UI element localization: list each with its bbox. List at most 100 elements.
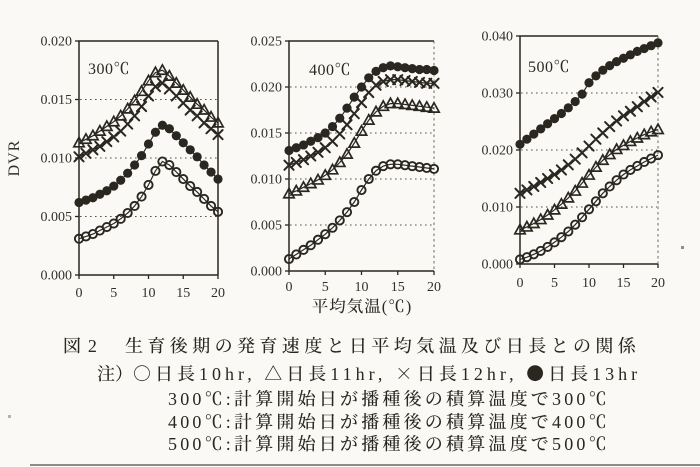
open-triangle-marker [107, 114, 121, 127]
open-triangle-marker [162, 68, 176, 81]
open-triangle-marker [398, 97, 412, 110]
filled-circle-marker [185, 145, 195, 155]
open-circle-marker [385, 159, 396, 170]
cross-marker [611, 115, 623, 127]
open-triangle-marker [427, 101, 441, 114]
note-400: 400℃:計算開始日が播種後の積算温度で400℃ [168, 408, 610, 434]
open-circle-marker [370, 165, 382, 176]
y-tick-label: 0.010 [482, 197, 514, 217]
open-circle-marker [129, 200, 140, 212]
page-rule [30, 464, 700, 466]
cross-marker [212, 129, 224, 141]
y-tick-label: 0.000 [482, 254, 514, 274]
cross-marker [80, 147, 92, 159]
open-triangle-marker [169, 75, 183, 88]
open-circle-marker [312, 234, 324, 245]
filled-circle-marker [591, 71, 601, 81]
panel-title: 500℃ [528, 54, 570, 77]
chart-figure: 0 5 10 15 20 0.000 0.005 0.010 0.015 0.020 300℃ 0 5 1… [1, 26, 666, 318]
filled-circle-marker [414, 64, 425, 75]
open-circle-marker [185, 181, 196, 192]
filled-circle-marker [157, 120, 167, 130]
filled-circle-marker [192, 152, 202, 162]
open-circle-marker [150, 165, 161, 176]
open-triangle-marker [340, 147, 354, 160]
open-triangle-marker [420, 100, 434, 113]
filled-circle-marker [618, 53, 629, 63]
chart-panel-3: 0 5 10 15 20 0.000 0.010 0.020 0.030 0.040 500℃ [482, 26, 666, 293]
panel-title: 400℃ [309, 57, 351, 80]
open-circle-marker [577, 212, 588, 223]
chart-panel-2: 0 5 10 15 20 0.000 0.005 0.010 0.015 0.020 0.025 40… [251, 31, 442, 297]
open-circle-marker [320, 229, 331, 240]
filled-circle-marker [646, 41, 656, 51]
note-300: 300℃:計算開始日が播種後の積算温度で300℃ [168, 385, 610, 411]
open-circle-marker [349, 196, 360, 208]
open-circle-marker [597, 188, 608, 199]
filled-circle-marker [130, 160, 140, 170]
open-triangle-marker [197, 102, 211, 115]
open-circle-marker [115, 213, 126, 224]
filled-circle-marker [598, 65, 608, 75]
open-circle-marker [556, 232, 567, 243]
open-circle-marker [590, 196, 601, 207]
open-triangle-marker [582, 167, 596, 180]
series-cross [73, 77, 224, 163]
cross-marker [631, 101, 643, 113]
x-tick-label: 20 [211, 282, 225, 302]
filled-circle-marker [356, 82, 367, 92]
cross-marker [73, 151, 85, 163]
figure-number: 図 2 [63, 332, 99, 358]
filled-circle-marker [371, 66, 381, 76]
open-circle-marker [563, 226, 574, 237]
figure-title: 生育後期の発育速度と日平均気温及び日長との関係 [125, 332, 641, 358]
open-circle-marker [570, 219, 581, 230]
series-filled-circle [515, 38, 663, 149]
open-circle-marker [652, 150, 664, 161]
x-tick-label: 5 [551, 272, 558, 292]
chart-panel-1: 0 5 10 15 20 0.000 0.005 0.010 0.015 0.020 300℃ [41, 31, 226, 303]
filled-circle-marker [378, 63, 388, 73]
y-tick-label: 0.025 [251, 31, 283, 51]
cross-marker [283, 159, 295, 171]
filled-circle-marker [549, 114, 560, 124]
open-circle-marker [122, 207, 133, 219]
filled-circle-marker [284, 145, 294, 156]
filled-circle-marker [584, 78, 594, 88]
filled-circle-marker [400, 63, 410, 73]
filled-circle-marker [536, 124, 546, 134]
y-axis-label: DVR [1, 140, 24, 177]
y-tick-label: 0.030 [482, 83, 514, 103]
open-triangle-marker [183, 90, 197, 103]
x-tick-label: 10 [582, 272, 596, 292]
cross-marker [514, 187, 526, 199]
note-500: 500℃:計算開始日が播種後の積算温度で500℃ [168, 430, 610, 456]
open-triangle-marker [204, 109, 218, 122]
open-triangle-marker [561, 190, 575, 203]
filled-circle-marker [102, 186, 112, 196]
x-tick-label: 15 [617, 272, 631, 292]
x-tick-label: 5 [322, 276, 329, 296]
filled-circle-marker [291, 143, 301, 153]
filled-circle-marker [81, 195, 91, 205]
open-circle-marker [143, 179, 154, 190]
panel-title: 300℃ [88, 56, 130, 79]
open-triangle-marker [596, 153, 610, 166]
cross-marker [87, 144, 99, 156]
open-triangle-marker [412, 99, 427, 112]
open-circle-marker [356, 184, 367, 196]
filled-circle-marker [605, 61, 615, 71]
open-circle-marker [542, 241, 553, 252]
cross-marker [617, 110, 630, 122]
filled-circle-marker [143, 139, 154, 149]
open-circle-marker [171, 166, 182, 178]
series-filled-circle [284, 61, 439, 156]
open-circle-marker [334, 215, 345, 226]
x-tick-label: 0 [286, 276, 293, 296]
open-circle-marker [428, 163, 440, 174]
open-triangle-marker [325, 162, 340, 175]
cross-marker [645, 91, 657, 103]
cross-marker [355, 97, 368, 109]
open-circle-marker [136, 191, 147, 202]
series-line-open-triangle [288, 103, 435, 195]
